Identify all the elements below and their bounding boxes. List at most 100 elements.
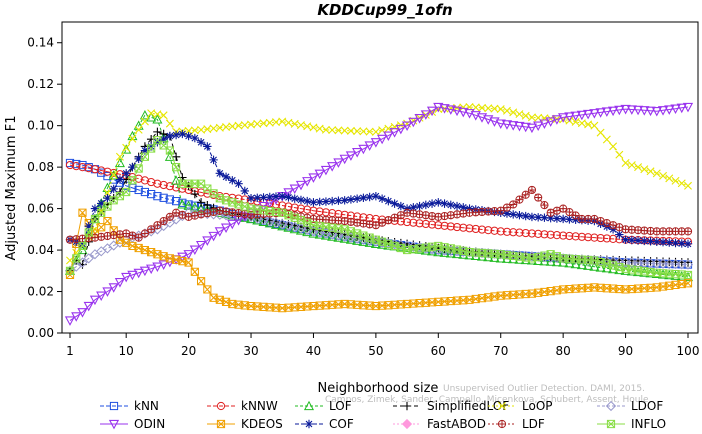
point-cof-21 xyxy=(190,133,200,143)
point-cof-18 xyxy=(171,130,181,140)
point-odin-52 xyxy=(383,131,394,141)
point-lof-85 xyxy=(589,261,600,271)
point-odin-80 xyxy=(558,113,569,123)
point-knnw-12 xyxy=(134,174,143,183)
point-loop-44 xyxy=(334,126,343,135)
point-simplifiedlof-23 xyxy=(203,200,212,210)
point-odin-12 xyxy=(133,268,144,279)
point-odin-61 xyxy=(439,104,450,114)
point-knnw-63 xyxy=(452,222,462,232)
legend-label-inflo: INFLO xyxy=(631,417,666,431)
point-loop-71 xyxy=(502,106,511,115)
point-cof-48 xyxy=(359,193,368,203)
point-odin-84 xyxy=(583,109,594,120)
point-cof-51 xyxy=(377,194,387,203)
point-cof-27 xyxy=(228,176,237,185)
point-knnw-58 xyxy=(421,219,430,229)
point-cof-95 xyxy=(652,237,661,246)
point-inflo-3 xyxy=(78,241,87,251)
point-ldof-4 xyxy=(83,253,94,264)
point-cof-52 xyxy=(384,196,393,206)
point-loop-16 xyxy=(159,111,168,120)
point-cof-36 xyxy=(284,193,293,202)
legend-marker-fastabod xyxy=(401,418,413,430)
point-knnw-80 xyxy=(559,231,568,240)
y-tick-label-0.10: 0.10 xyxy=(27,119,54,133)
point-cof-92 xyxy=(633,236,643,245)
series-line-knnw xyxy=(69,164,689,243)
legend-marker-knnw xyxy=(216,401,226,411)
point-knnw-81 xyxy=(565,231,574,241)
point-loop-49 xyxy=(365,127,374,136)
point-odin-42 xyxy=(320,165,332,176)
legend-item-lof: LOF xyxy=(295,399,352,413)
point-ldof-36 xyxy=(283,220,294,231)
point-lof-98 xyxy=(670,270,681,280)
x-tick-label-100: 100 xyxy=(677,344,700,358)
point-knnw-17 xyxy=(165,182,174,191)
point-odin-13 xyxy=(139,266,151,277)
point-inflo-10 xyxy=(122,187,131,197)
point-odin-47 xyxy=(352,148,363,158)
point-loop-52 xyxy=(384,124,393,133)
point-ldf-74 xyxy=(521,190,530,199)
legend: kNN kNNW LOF SimplifiedLOF LoOP LDOF ODIN KDEOS… xyxy=(100,399,666,431)
point-cof-96 xyxy=(658,237,668,247)
point-loop-98 xyxy=(671,176,680,185)
point-cof-20 xyxy=(184,131,193,141)
point-loop-68 xyxy=(484,104,493,113)
point-lof-15 xyxy=(152,114,163,124)
point-ldof-35 xyxy=(277,219,288,230)
point-loop-45 xyxy=(340,126,349,135)
point-odin-86 xyxy=(595,108,606,118)
point-knnw-5 xyxy=(90,165,100,174)
point-cof-29 xyxy=(240,186,249,196)
point-cof-32 xyxy=(259,193,268,202)
point-cof-99 xyxy=(677,239,686,248)
legend-label-knnw: kNNW xyxy=(241,399,278,413)
point-knnw-84 xyxy=(584,233,593,242)
series-inflo xyxy=(65,136,693,280)
point-lof-9 xyxy=(114,157,125,168)
point-cof-93 xyxy=(640,236,649,246)
point-lof-93 xyxy=(639,267,650,277)
point-odin-21 xyxy=(189,245,200,256)
point-kdeos-21 xyxy=(190,267,199,276)
point-knnw-64 xyxy=(459,223,468,232)
point-odin-99 xyxy=(676,103,687,114)
point-cof-65 xyxy=(465,204,474,213)
point-inflo-100 xyxy=(683,270,693,280)
series-odin xyxy=(64,102,694,326)
y-tick-label-0.12: 0.12 xyxy=(27,77,54,91)
point-odin-88 xyxy=(607,106,619,117)
point-ldof-33 xyxy=(264,216,275,227)
point-cof-74 xyxy=(521,211,530,221)
point-cof-53 xyxy=(390,199,399,208)
point-odin-38 xyxy=(295,180,307,191)
point-odin-43 xyxy=(327,162,338,172)
point-cof-49 xyxy=(365,192,374,202)
point-cof-89 xyxy=(615,230,624,239)
y-tick-label-0.02: 0.02 xyxy=(27,285,54,299)
point-cof-62 xyxy=(446,200,455,210)
point-loop-39 xyxy=(303,122,312,131)
point-ldf-100 xyxy=(683,227,693,236)
x-axis-label: Neighborhood size xyxy=(318,381,439,396)
point-odin-26 xyxy=(220,223,232,234)
point-odin-81 xyxy=(564,112,575,122)
x-tick-label-10: 10 xyxy=(119,344,134,358)
point-odin-8 xyxy=(108,283,119,293)
point-inflo-11 xyxy=(128,176,137,185)
point-odin-82 xyxy=(570,111,581,122)
y-tick-label-0.04: 0.04 xyxy=(27,243,54,257)
point-ldf-82 xyxy=(571,211,580,220)
x-tick-label-20: 20 xyxy=(181,344,196,358)
point-cof-7 xyxy=(103,194,112,203)
chart-title: KDDCup99_1ofn xyxy=(317,1,452,19)
point-cof-77 xyxy=(540,213,549,222)
point-loop-82 xyxy=(571,117,580,126)
legend-marker-knn xyxy=(109,401,119,411)
point-cof-38 xyxy=(296,195,306,205)
point-kdeos-100 xyxy=(683,279,693,288)
point-cof-47 xyxy=(352,194,362,203)
